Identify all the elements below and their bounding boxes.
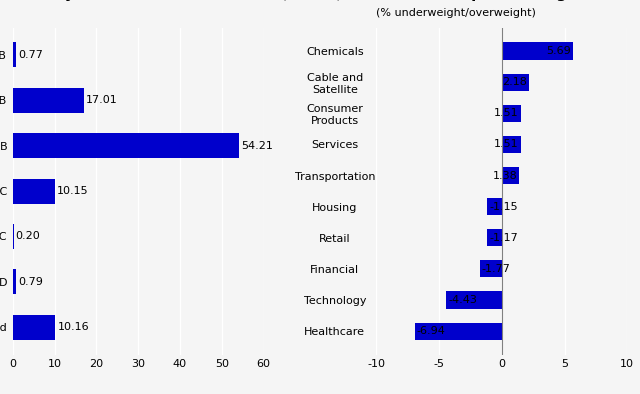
Bar	[13, 88, 84, 113]
Text: (% total): (% total)	[277, 0, 342, 2]
Text: 1.51: 1.51	[494, 139, 519, 149]
Text: 0.77: 0.77	[18, 50, 43, 60]
Text: 0.20: 0.20	[16, 232, 40, 242]
Bar	[13, 315, 55, 340]
Text: -4.43: -4.43	[448, 295, 477, 305]
Bar	[446, 292, 502, 309]
Bar	[479, 260, 502, 277]
Text: 10.16: 10.16	[58, 322, 89, 332]
Bar	[502, 167, 519, 184]
Text: -1.15: -1.15	[489, 202, 518, 212]
Bar	[487, 229, 502, 246]
Bar	[502, 136, 521, 153]
Bar	[502, 43, 573, 59]
Bar	[13, 269, 16, 294]
Bar	[488, 198, 502, 215]
Bar	[13, 43, 16, 67]
Text: 54.21: 54.21	[241, 141, 273, 151]
Text: 1.38: 1.38	[493, 171, 517, 180]
Text: -1.17: -1.17	[489, 233, 518, 243]
Bar	[502, 74, 529, 91]
Text: Quality breakdown: Quality breakdown	[13, 0, 175, 2]
Text: 0.79: 0.79	[18, 277, 43, 287]
Text: 5.69: 5.69	[547, 46, 572, 56]
Text: 10.15: 10.15	[58, 186, 89, 196]
Bar	[415, 323, 502, 340]
Text: The fund's positioning versus Index: The fund's positioning versus Index	[376, 0, 640, 2]
Text: -6.94: -6.94	[417, 326, 445, 336]
Bar	[502, 105, 521, 122]
Text: (% underweight/overweight): (% underweight/overweight)	[376, 8, 536, 18]
Text: 17.01: 17.01	[86, 95, 118, 105]
Bar	[13, 178, 55, 204]
Text: 2.18: 2.18	[502, 77, 527, 87]
Text: -1.77: -1.77	[481, 264, 510, 274]
Bar	[13, 133, 239, 158]
Text: 1.51: 1.51	[494, 108, 519, 118]
